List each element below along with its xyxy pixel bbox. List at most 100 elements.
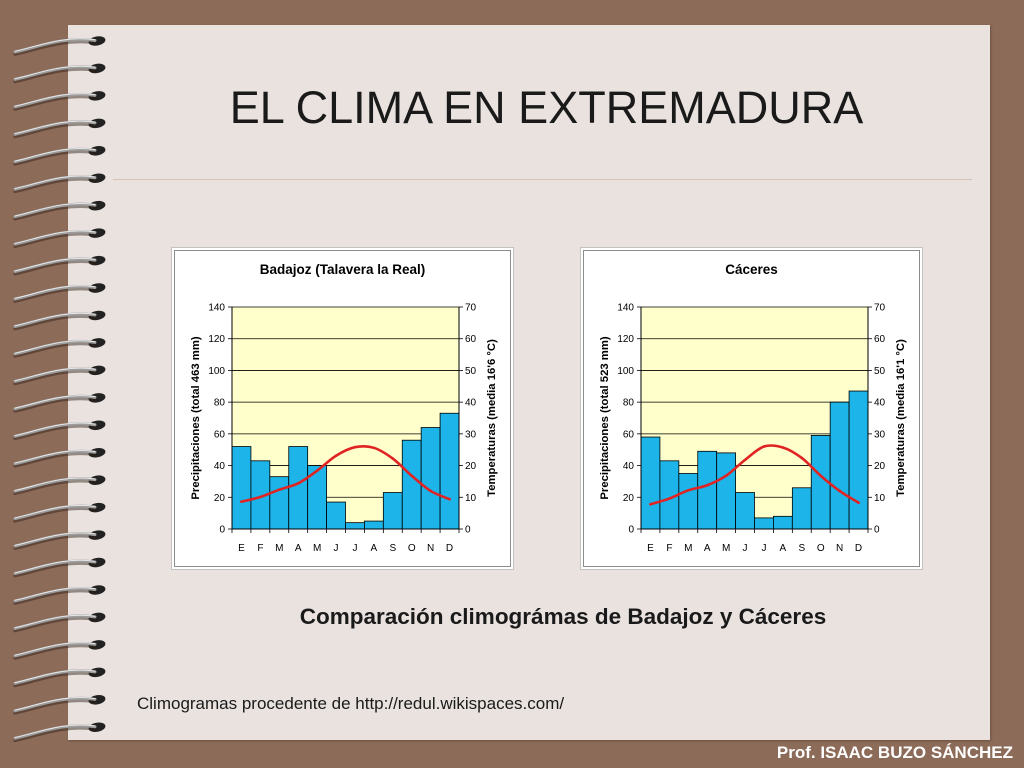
ring-wire-shadow <box>13 232 97 249</box>
temperature-point <box>668 497 671 500</box>
spiral-ring <box>13 228 106 249</box>
month-label: J <box>352 543 357 554</box>
precipitation-bar <box>735 492 755 530</box>
y-tick-label: 0 <box>628 525 634 536</box>
month-label: S <box>389 543 396 554</box>
y2-axis-title: Temperaturas (media 16'6 °C) <box>486 339 498 497</box>
month-label: E <box>647 543 654 554</box>
temperature-point <box>240 500 243 504</box>
spiral-ring <box>13 393 106 413</box>
ring-wire <box>13 559 97 576</box>
ring-hole <box>88 338 106 348</box>
ring-wire <box>13 175 97 191</box>
ring-wire-shadow <box>13 616 97 633</box>
month-label: D <box>855 543 862 554</box>
spiral-ring <box>13 146 106 166</box>
climograph-svg: Cáceres 0 20 40 60 80 100 120 140 0 10 20 30 40 50 60 70… <box>580 247 923 570</box>
precipitation-bar <box>716 452 736 530</box>
y2-axis-title: Temperaturas (media 16'1 °C) <box>895 339 907 497</box>
precipitation-bar <box>345 522 365 530</box>
precipitation-bar <box>791 487 812 530</box>
ring-wire-highlight <box>14 724 96 739</box>
ring-hole <box>88 365 106 376</box>
ring-hole <box>88 722 106 733</box>
ring-wire-highlight <box>14 148 96 162</box>
y2-tick-label: 70 <box>874 303 886 314</box>
y-tick-label: 40 <box>623 461 635 472</box>
temperature-point <box>781 446 785 449</box>
spiral-ring <box>13 447 106 468</box>
ring-wire-shadow <box>13 534 97 551</box>
ring-wire-highlight <box>14 422 96 437</box>
ring-wire-shadow <box>13 506 97 523</box>
y2-tick-label: 60 <box>874 334 886 345</box>
ring-wire-highlight <box>14 395 96 409</box>
ring-wire <box>13 147 97 164</box>
precipitation-bar <box>848 390 869 530</box>
month-label: O <box>817 543 825 554</box>
source-note: Climogramas procedente de http://redul.w… <box>137 694 565 713</box>
ring-wire <box>13 669 97 685</box>
precipitation-bar <box>697 450 718 530</box>
author-footer: Prof. ISAAC BUZO SÁNCHEZ <box>776 743 1013 762</box>
precipitation-bar <box>326 501 346 530</box>
ring-wire-highlight <box>14 175 96 190</box>
spiral-ring <box>13 200 106 221</box>
ring-wire-shadow <box>13 369 97 386</box>
ring-wire-highlight <box>14 340 96 354</box>
month-label: J <box>761 543 766 554</box>
y2-tick-label: 30 <box>874 429 886 440</box>
spiral-ring <box>13 475 106 496</box>
spiral-ring <box>13 502 106 523</box>
ring-hole <box>88 640 106 650</box>
precipitation-bar <box>420 427 441 530</box>
temperature-point <box>686 489 690 492</box>
ring-wire-shadow <box>13 396 97 413</box>
ring-wire <box>13 65 97 81</box>
precipitation-bar <box>401 439 422 530</box>
temperature-point <box>315 469 319 472</box>
temperature-point <box>762 445 766 448</box>
y-tick-label: 60 <box>214 429 226 440</box>
spiral-ring <box>13 667 106 688</box>
y2-tick-label: 40 <box>465 398 477 409</box>
ring-wire-shadow <box>13 287 97 303</box>
spiral-ring <box>13 585 106 605</box>
ring-hole <box>88 146 106 156</box>
precipitation-bar <box>754 517 774 530</box>
y-tick-label: 20 <box>623 493 635 504</box>
precipitation-bar <box>640 436 661 530</box>
temperature-point <box>743 458 747 462</box>
y2-tick-label: 50 <box>465 366 477 377</box>
y2-tick-label: 50 <box>874 366 886 377</box>
month-label: M <box>684 543 692 554</box>
ring-wire-shadow <box>13 479 97 496</box>
ring-wire-shadow <box>13 122 97 139</box>
month-label: S <box>798 543 805 554</box>
precipitation-bar <box>439 412 460 530</box>
spiral-ring <box>13 365 106 386</box>
ring-hole <box>88 557 106 568</box>
ring-wire-highlight <box>14 312 96 327</box>
temperature-point <box>259 495 262 499</box>
ring-hole <box>88 393 106 403</box>
month-label: D <box>446 543 453 554</box>
ring-wire-highlight <box>14 477 96 492</box>
ring-hole <box>88 585 106 595</box>
ring-wire <box>13 285 97 301</box>
temperature-line <box>240 444 451 504</box>
ring-wire-shadow <box>13 67 97 84</box>
temperature-point <box>800 456 804 460</box>
ring-hole <box>88 63 106 74</box>
month-label: N <box>427 543 434 554</box>
spiral-ring <box>13 420 106 441</box>
y-axis-title: Precipitaciones (total 523 mm) <box>599 336 611 499</box>
ring-hole <box>88 695 106 705</box>
ring-wire <box>13 92 97 109</box>
ring-wire <box>13 312 97 328</box>
precipitation-bar <box>773 515 793 530</box>
spiral-ring <box>13 255 106 276</box>
temperature-point <box>649 502 652 506</box>
y-tick-label: 120 <box>208 334 225 345</box>
